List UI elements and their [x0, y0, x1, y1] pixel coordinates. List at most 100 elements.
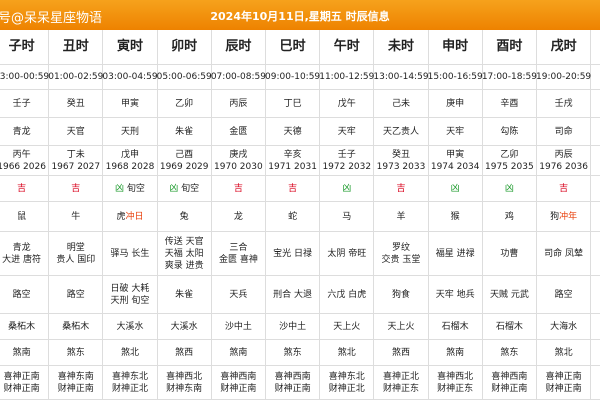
cell-text: 1967 2027: [51, 161, 101, 172]
cell-text: 1966 2026: [0, 161, 46, 172]
god-cell: 天乙贵人: [374, 118, 429, 146]
cell-text: 天刑: [120, 126, 139, 137]
cell-text: 丙午: [12, 149, 31, 160]
time-cell: 03:00-04:59: [102, 65, 158, 90]
cell-text: 09:00-10:59: [265, 72, 321, 82]
cell-text: 财神正南: [220, 383, 257, 394]
cell-text: 壬子: [337, 149, 356, 160]
bad-cell: 天兵: [211, 276, 266, 314]
column-header: 午时: [320, 30, 375, 65]
cell-text: 司命 凤辇: [544, 248, 584, 259]
cell-text: 凶: [450, 183, 460, 194]
cell-text: 辛酉: [500, 98, 519, 109]
luck-line: 吉: [559, 183, 568, 195]
sha-cell: 煞东: [266, 340, 321, 366]
time-cell: 17:00-18:59: [482, 65, 537, 90]
stars-cell: 传送 天官 天福 太阳 爽录 进贵: [157, 232, 212, 276]
clipped-cell: [591, 366, 600, 400]
cell-text: 大溪水: [170, 321, 198, 332]
cell-text: 1971 2031: [268, 161, 317, 172]
animal-cell: 蛇: [266, 202, 321, 232]
nayin-cell: 桑柘木: [49, 314, 104, 340]
time-cell: 19:00-20:59: [536, 65, 592, 90]
cell-text: 爽录 进贵: [164, 260, 204, 271]
bad-cell: 朱雀: [157, 276, 212, 314]
cell-text: 冲日: [125, 211, 144, 222]
cell-text: 交贵 玉堂: [381, 254, 421, 265]
cell-text: 喜神西南: [220, 371, 257, 382]
direction-cell: 喜神东南 财神正南: [49, 366, 104, 400]
cell-text: 吉: [71, 183, 81, 194]
animal-cell: 羊: [374, 202, 429, 232]
luck-cell: 凶 旬空: [103, 176, 158, 202]
cell-text: 喜神西南: [274, 371, 311, 382]
cell-text: 乙卯: [175, 98, 194, 109]
cell-text: 马: [342, 211, 352, 222]
cell-text: 01:00-02:59: [48, 72, 104, 82]
clipped-cell: [591, 340, 600, 366]
cell-text: 吉: [17, 183, 27, 194]
ganzhi-cell: 辛酉: [482, 90, 537, 118]
luck-cell: 吉: [0, 176, 50, 202]
cell-text: 大溪水: [116, 321, 144, 332]
cell-text: 戊午: [337, 98, 356, 109]
chong-cell: 辛亥 1971 2031: [266, 146, 321, 176]
sha-cell: 煞北: [537, 340, 592, 366]
cell-text: 凶: [504, 183, 514, 194]
cell-text: 财神正东: [437, 383, 474, 394]
ganzhi-cell: 己未: [374, 90, 429, 118]
cell-text: 1976 2036: [539, 161, 588, 172]
cell-text: 财神正南: [545, 383, 582, 394]
clipped-cell: [591, 146, 600, 176]
time-cell: 13:00-14:59: [373, 65, 429, 90]
stars-cell: 福星 进禄: [428, 232, 483, 276]
column-header: 申时: [428, 30, 483, 65]
god-cell: 天官: [49, 118, 104, 146]
bad-cell: 路空: [537, 276, 592, 314]
bad-cell: 日破 大耗 天刑 旬空: [103, 276, 158, 314]
sha-cell: 煞东: [482, 340, 537, 366]
luck-line: 吉: [234, 183, 243, 195]
clipped-cell: [591, 30, 600, 65]
animal-cell: 虎冲日: [103, 202, 158, 232]
cell-text: 天刑 旬空: [110, 295, 150, 306]
nayin-cell: 大溪水: [157, 314, 212, 340]
cell-text: 天乙贵人: [382, 126, 419, 137]
cell-text: 吉: [396, 183, 406, 194]
nayin-cell: 沙中土: [266, 314, 321, 340]
cell-text: 财神正南: [3, 383, 40, 394]
direction-cell: 喜神正南 财神正南: [537, 366, 592, 400]
time-cell: 15:00-16:59: [428, 65, 483, 90]
animal-cell: 狗冲年: [537, 202, 592, 232]
bad-cell: 狗食: [374, 276, 429, 314]
cell-text: 财神正北: [328, 383, 365, 394]
clipped-cell: [591, 176, 600, 202]
cell-text: 凶: [115, 183, 125, 194]
animal-line: 鸡: [505, 211, 514, 223]
ganzhi-cell: 乙卯: [157, 90, 212, 118]
god-cell: 司命: [537, 118, 592, 146]
cell-text: 牛: [71, 211, 81, 222]
cell-text: 煞南: [446, 347, 465, 358]
cell-text: 桑柘木: [8, 321, 36, 332]
cell-text: 酉时: [496, 39, 523, 54]
bad-cell: 路空: [0, 276, 50, 314]
cell-text: 煞南: [229, 347, 248, 358]
cell-text: 丁未: [66, 149, 85, 160]
cell-text: 冲年: [559, 211, 578, 222]
nayin-cell: 大海水: [537, 314, 592, 340]
time-cell: 23:00-00:59: [0, 65, 50, 90]
clipped-cell: [591, 232, 600, 276]
chong-cell: 戊申 1968 2028: [103, 146, 158, 176]
luck-cell: 吉: [49, 176, 104, 202]
nayin-cell: 桑柘木: [0, 314, 50, 340]
cell-text: 19:00-20:59: [536, 72, 592, 82]
god-cell: 朱雀: [157, 118, 212, 146]
cell-text: 传送 天官: [164, 236, 204, 247]
chong-cell: 庚戌 1970 2030: [211, 146, 266, 176]
cell-text: 六戊 白虎: [327, 289, 367, 300]
clipped-cell: [591, 90, 600, 118]
direction-cell: 喜神东北 财神正北: [320, 366, 375, 400]
cell-text: 戊申: [120, 149, 139, 160]
